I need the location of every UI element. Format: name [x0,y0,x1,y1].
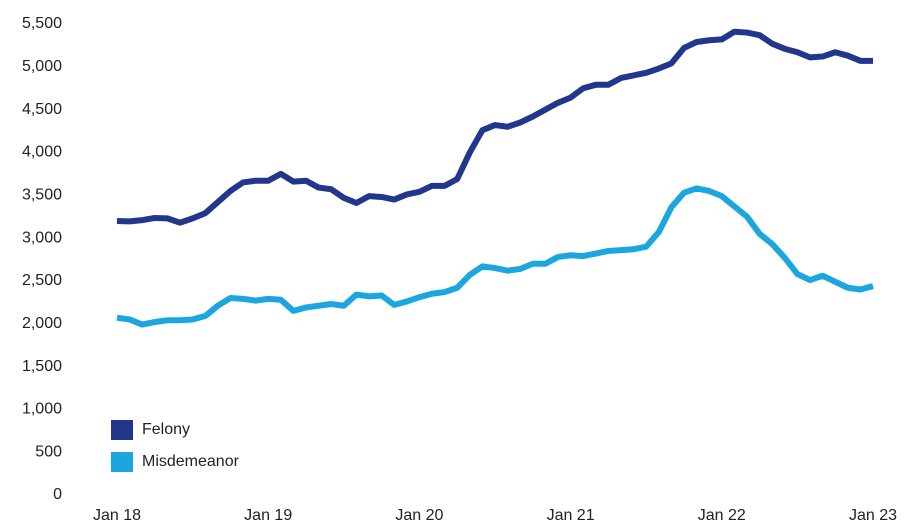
legend-label: Felony [142,421,190,438]
x-tick-label: Jan 19 [244,507,292,524]
y-tick-label: 4,500 [22,101,62,118]
y-tick-label: 3,000 [22,229,62,246]
y-tick-label: 4,000 [22,144,62,161]
y-tick-label: 3,500 [22,186,62,203]
y-tick-label: 0 [53,486,62,503]
y-tick-label: 5,000 [22,58,62,75]
y-tick-label: 1,000 [22,401,62,418]
y-tick-label: 1,500 [22,358,62,375]
x-tick-label: Jan 21 [547,507,595,524]
series-line [116,185,874,328]
x-tick-label: Jan 22 [698,507,746,524]
legend-label: Misdemeanor [142,453,240,470]
x-tick-label: Jan 20 [395,507,443,524]
series-line [116,28,873,226]
x-tick-label: Jan 18 [93,507,141,524]
legend-swatch [111,452,133,472]
y-tick-label: 500 [35,443,62,460]
y-tick-label: 5,500 [22,15,62,32]
y-tick-label: 2,500 [22,272,62,289]
x-tick-label: Jan 23 [849,507,897,524]
y-tick-label: 2,000 [22,315,62,332]
legend-swatch [111,420,133,440]
